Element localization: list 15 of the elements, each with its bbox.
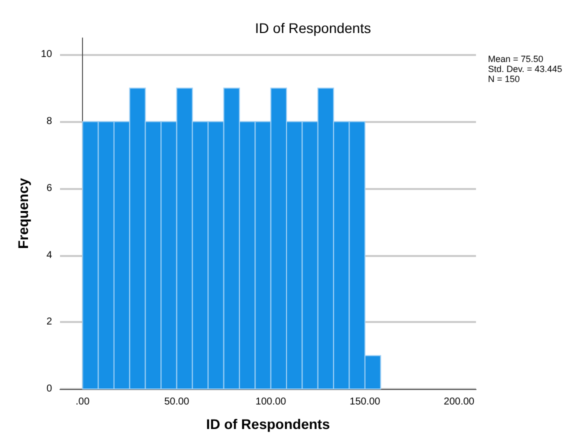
x-tick-label: 200.00 [444, 396, 475, 408]
x-tick-label: 100.00 [256, 396, 287, 408]
x-axis-title: ID of Respondents [206, 416, 330, 432]
y-tick-label: 8 [46, 116, 52, 128]
x-tick-label: .00 [76, 396, 90, 408]
x-tick-label: 50.00 [164, 396, 190, 408]
y-tick-label: 10 [40, 49, 52, 60]
y-tick-label: 0 [46, 384, 52, 394]
y-tick-label: 4 [46, 250, 52, 261]
y-axis-title: Frequency [15, 178, 31, 249]
x-tick-label: 150.00 [350, 396, 381, 408]
text: Mean = 75.50 Std. Dev. = 43.445 N = 150 [488, 54, 562, 84]
y-tick-label: 6 [46, 182, 52, 194]
y-tick-label: 2 [46, 316, 52, 328]
chart-title: ID of Respondents [255, 20, 371, 36]
